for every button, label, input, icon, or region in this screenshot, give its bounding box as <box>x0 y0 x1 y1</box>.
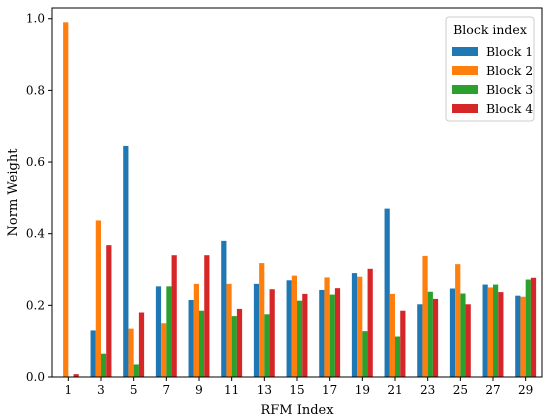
legend-label: Block 4 <box>486 101 533 116</box>
bar-block-3 <box>199 310 205 377</box>
bar-block-2 <box>324 277 330 377</box>
x-axis-title: RFM Index <box>260 403 334 418</box>
bar-block-4 <box>432 298 439 377</box>
bar-block-4 <box>138 312 145 377</box>
bar-block-2 <box>520 296 526 377</box>
x-tick-label: 7 <box>163 383 171 397</box>
bar-block-1 <box>155 286 162 377</box>
bar-block-4 <box>73 374 79 377</box>
legend-items: Block 1 Block 2 Block 3 Block 4 <box>452 44 533 116</box>
legend-label: Block 3 <box>486 82 533 97</box>
bar-block-4 <box>236 308 243 377</box>
bar-block-4 <box>171 255 177 377</box>
legend: Block index Block 1 Block 2 Block 3 Block 4 <box>445 16 535 122</box>
bar-block-4 <box>498 292 504 377</box>
x-tick-label: 21 <box>387 383 402 397</box>
x-tick-label: 9 <box>195 383 203 397</box>
legend-swatch <box>452 104 478 113</box>
bar-block-1 <box>123 145 129 377</box>
bar-block-2 <box>422 255 428 377</box>
x-tick-label: 1 <box>65 383 73 397</box>
bar-block-2 <box>357 276 363 377</box>
bar-block-2 <box>455 264 461 377</box>
bar-block-1 <box>351 273 358 377</box>
bar-block-1 <box>515 295 521 377</box>
legend-swatch <box>452 66 478 75</box>
bar-block-3 <box>525 279 531 377</box>
bar-block-1 <box>384 208 390 377</box>
x-tick-label: 25 <box>453 383 468 397</box>
bar-block-3 <box>427 291 433 377</box>
bar-block-4 <box>400 310 406 377</box>
legend-label: Block 1 <box>486 44 533 59</box>
bar-block-2 <box>259 263 265 377</box>
bar-block-1 <box>188 299 194 377</box>
bar-block-3 <box>231 316 237 377</box>
x-tick-label: 19 <box>355 383 370 397</box>
bar-block-3 <box>264 314 270 377</box>
bar-block-2 <box>291 275 297 377</box>
x-axis: 1 3 5 7 9 11 13 15 17 19 21 23 25 27 29 <box>65 377 533 397</box>
x-tick-label: 13 <box>257 383 272 397</box>
bar-block-1 <box>319 289 325 377</box>
bar-block-3 <box>395 336 401 377</box>
bars-layer <box>63 22 537 377</box>
y-tick-label: 0.6 <box>26 155 45 169</box>
y-tick-label: 0.2 <box>26 298 45 312</box>
legend-title: Block index <box>453 22 527 37</box>
y-tick-label: 1.0 <box>26 12 45 26</box>
x-tick-label: 17 <box>322 383 337 397</box>
x-tick-label: 29 <box>518 383 533 397</box>
bar-block-1 <box>417 304 423 377</box>
x-tick-label: 5 <box>130 383 138 397</box>
x-tick-label: 23 <box>420 383 435 397</box>
bar-block-1 <box>449 288 456 377</box>
bar-block-2 <box>128 328 134 377</box>
legend-swatch <box>452 47 478 56</box>
bar-block-3 <box>460 293 466 377</box>
bar-block-3 <box>133 364 139 377</box>
bar-block-4 <box>269 289 275 377</box>
bar-block-3 <box>101 353 107 377</box>
legend-label: Block 2 <box>486 63 533 78</box>
bar-block-4 <box>204 255 210 377</box>
bar-block-2 <box>487 287 493 377</box>
x-tick-label: 3 <box>97 383 105 397</box>
bar-block-3 <box>362 331 368 377</box>
bar-block-1 <box>90 330 96 377</box>
bar-block-1 <box>253 283 260 377</box>
bar-block-2 <box>226 283 232 377</box>
bar-block-4 <box>530 277 537 377</box>
bar-block-3 <box>166 286 172 377</box>
y-tick-label: 0.4 <box>26 227 45 241</box>
bar-block-3 <box>297 300 303 377</box>
y-axis: 0.0 0.2 0.4 0.6 0.8 1.0 <box>26 12 52 384</box>
bar-block-3 <box>493 284 499 377</box>
bar-block-1 <box>221 240 227 377</box>
bar-block-2 <box>389 293 395 377</box>
bar-block-4 <box>302 293 308 377</box>
x-tick-label: 11 <box>224 383 239 397</box>
y-axis-title: Norm Weight <box>6 148 21 237</box>
y-tick-label: 0.0 <box>26 370 45 384</box>
bar-block-2 <box>95 220 101 377</box>
bar-block-2 <box>193 283 199 377</box>
bar-block-2 <box>63 22 69 377</box>
x-tick-label: 27 <box>485 383 500 397</box>
bar-block-4 <box>106 245 112 377</box>
legend-box <box>445 16 535 122</box>
bar-block-4 <box>334 288 341 377</box>
bar-block-3 <box>329 294 335 377</box>
bar-block-2 <box>161 323 167 377</box>
y-tick-label: 0.8 <box>26 83 45 97</box>
bar-block-1 <box>482 284 488 377</box>
bar-block-1 <box>286 280 292 377</box>
bar-block-4 <box>367 268 373 377</box>
x-tick-label: 15 <box>289 383 304 397</box>
legend-swatch <box>452 85 478 94</box>
bar-block-4 <box>465 304 471 377</box>
